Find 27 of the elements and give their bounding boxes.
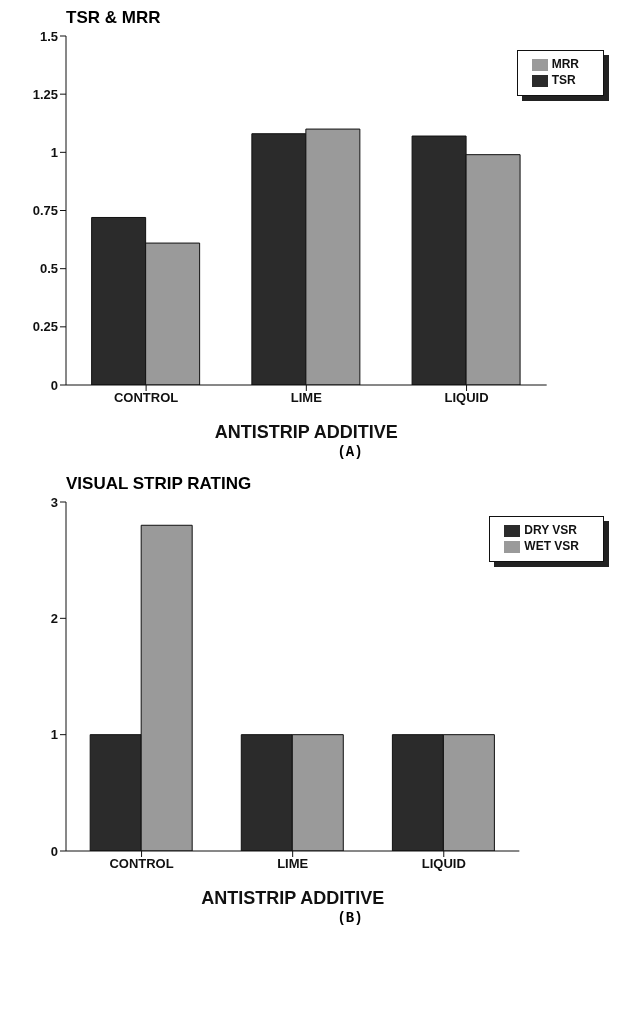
text: (B) (336, 910, 364, 926)
x-tick-label: LIQUID (444, 390, 489, 406)
legend-label: TSR (551, 73, 576, 88)
chart-title: TSR & MRR (65, 8, 162, 29)
y-tick-label: 0.5 (39, 261, 58, 277)
y-tick-label: 1 (50, 144, 58, 160)
x-tick-label: CONTROL (109, 856, 174, 872)
legend-label: DRY VSR (524, 523, 578, 538)
text: (A) (336, 444, 364, 460)
x-tick-label: LIME (277, 856, 309, 872)
y-tick-label: 1 (50, 727, 58, 743)
y-tick-label: 0.75 (32, 203, 58, 219)
y-tick-label: 3 (50, 494, 58, 510)
x-axis-title: ANTISTRIP ADDITIVE (201, 888, 385, 908)
x-axis-title: ANTISTRIP ADDITIVE (214, 422, 398, 442)
y-tick-label: 0.25 (32, 319, 58, 335)
x-tick-label: CONTROL (113, 390, 179, 406)
chart-title: VISUAL STRIP RATING (65, 474, 253, 495)
legend-label: WET VSR (524, 539, 579, 554)
y-tick-label: 2 (50, 610, 58, 626)
y-tick-label: 1.5 (39, 28, 58, 44)
x-tick-label: LIME (290, 390, 323, 406)
legend-label: MRR (551, 57, 579, 72)
y-tick-label: 0 (50, 377, 58, 393)
y-tick-label: 0 (50, 843, 58, 859)
y-tick-label: 1.25 (32, 86, 58, 102)
x-tick-label: LIQUID (421, 856, 466, 872)
